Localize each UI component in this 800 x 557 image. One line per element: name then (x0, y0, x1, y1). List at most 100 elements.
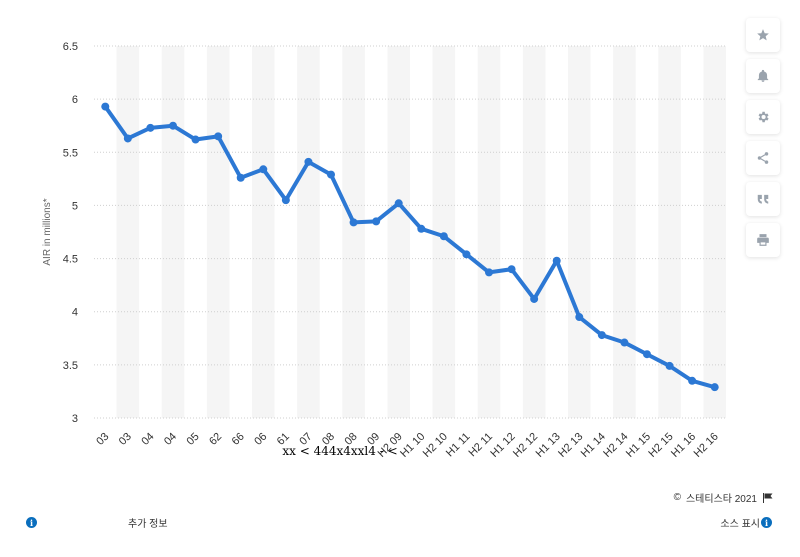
data-point (439, 232, 448, 241)
notification-button[interactable] (746, 59, 780, 93)
x-tick-label: 05 (185, 431, 202, 448)
y-tick-label: 4 (72, 307, 78, 319)
data-point (507, 265, 516, 274)
x-tick-label: 03 (117, 431, 134, 448)
x-tick-label: H1 14 (579, 431, 608, 460)
x-tick-label: 62 (207, 431, 224, 448)
data-point (552, 256, 561, 265)
data-point (372, 217, 381, 226)
data-point (688, 376, 697, 385)
series-line (103, 104, 717, 390)
copyright-notice: © 스테티스타 2021 (674, 490, 774, 505)
data-point (643, 350, 651, 359)
category-band (342, 46, 365, 418)
x-tick-label: 03 (94, 431, 111, 448)
x-tick-label: H2 12 (511, 431, 540, 460)
star-icon (757, 29, 769, 41)
category-band (703, 46, 726, 418)
category-band (206, 46, 230, 418)
y-tick-label: 3 (72, 413, 78, 425)
x-tick-label: H1 15 (624, 431, 653, 460)
x-tick-label: 66 (230, 431, 247, 448)
x-tick-label: 06 (252, 431, 269, 448)
data-point (304, 157, 313, 166)
data-point (575, 313, 584, 322)
x-tick-label: 04 (162, 431, 179, 448)
share-button[interactable] (746, 141, 780, 175)
footer-left: i 추가 정보 (26, 515, 168, 530)
data-point (101, 102, 110, 111)
data-point (236, 173, 245, 182)
y-tick-label: 4.5 (63, 254, 78, 266)
x-tick-label: H2 16 (692, 431, 721, 460)
category-band (522, 46, 546, 418)
y-axis-label: AIR in millions* (42, 198, 53, 265)
category-band (477, 46, 501, 418)
category-band (252, 46, 275, 418)
favorite-button[interactable] (746, 18, 780, 52)
data-point (327, 170, 335, 179)
data-point (485, 268, 493, 277)
info-icon[interactable]: i (26, 517, 37, 528)
data-point (214, 132, 223, 141)
show-source-link[interactable]: 소스 표시 (720, 519, 760, 530)
y-tick-label: 5 (72, 200, 78, 212)
category-band (116, 46, 140, 418)
y-tick-label: 6.5 (63, 41, 78, 53)
data-point (665, 361, 674, 370)
y-tick-label: 3.5 (63, 360, 78, 372)
x-tick-label: H2 10 (421, 431, 450, 460)
quote-icon (757, 194, 769, 204)
category-band (568, 46, 591, 418)
bell-icon (757, 69, 769, 82)
x-tick-label: 04 (139, 431, 156, 448)
data-point (597, 331, 606, 340)
data-point (620, 338, 629, 347)
source-info-icon[interactable]: i (761, 517, 772, 528)
data-point (462, 250, 471, 259)
print-button[interactable] (746, 223, 780, 257)
copyright-symbol: © (673, 492, 681, 503)
x-tick-label: H2 13 (556, 431, 585, 460)
x-tick-label: H1 16 (669, 431, 698, 460)
data-point (169, 121, 177, 130)
data-point (394, 199, 403, 208)
footer-right: 소스 표시 i (720, 515, 772, 530)
gear-icon (758, 111, 769, 123)
data-point (281, 196, 290, 205)
category-band (432, 46, 456, 418)
more-info-link[interactable]: 추가 정보 (128, 519, 168, 530)
data-point (417, 224, 426, 233)
category-band (387, 46, 410, 418)
x-tick-label: H1 10 (398, 431, 427, 460)
y-tick-labels: 3 3.5 4 4.5 5 5.5 6 6.5 (63, 41, 78, 425)
data-points (101, 102, 719, 392)
data-point (710, 383, 719, 392)
x-tick-label: H1 12 (488, 431, 517, 460)
data-point (530, 294, 539, 303)
x-tick-label: H2 15 (646, 431, 675, 460)
x-tick-label: H2 14 (601, 431, 630, 460)
data-point (123, 134, 132, 143)
print-icon (757, 234, 769, 246)
category-bands (116, 46, 726, 418)
category-band (297, 46, 320, 418)
flag-icon[interactable] (762, 492, 774, 503)
x-tick-label: H1 11 (444, 431, 473, 460)
gridlines (94, 45, 726, 419)
share-icon (757, 152, 769, 164)
x-tick-label: H1 13 (534, 431, 563, 460)
y-tick-label: 6 (72, 94, 78, 106)
chart-toolbar (746, 18, 780, 264)
settings-button[interactable] (746, 100, 780, 134)
copyright-text: 스테티스타 2021 (685, 494, 757, 505)
category-band (161, 46, 185, 418)
cite-button[interactable] (746, 182, 780, 216)
data-point (259, 165, 268, 174)
data-point (349, 218, 358, 227)
y-tick-label: 5.5 (63, 147, 78, 159)
data-point (191, 135, 200, 144)
